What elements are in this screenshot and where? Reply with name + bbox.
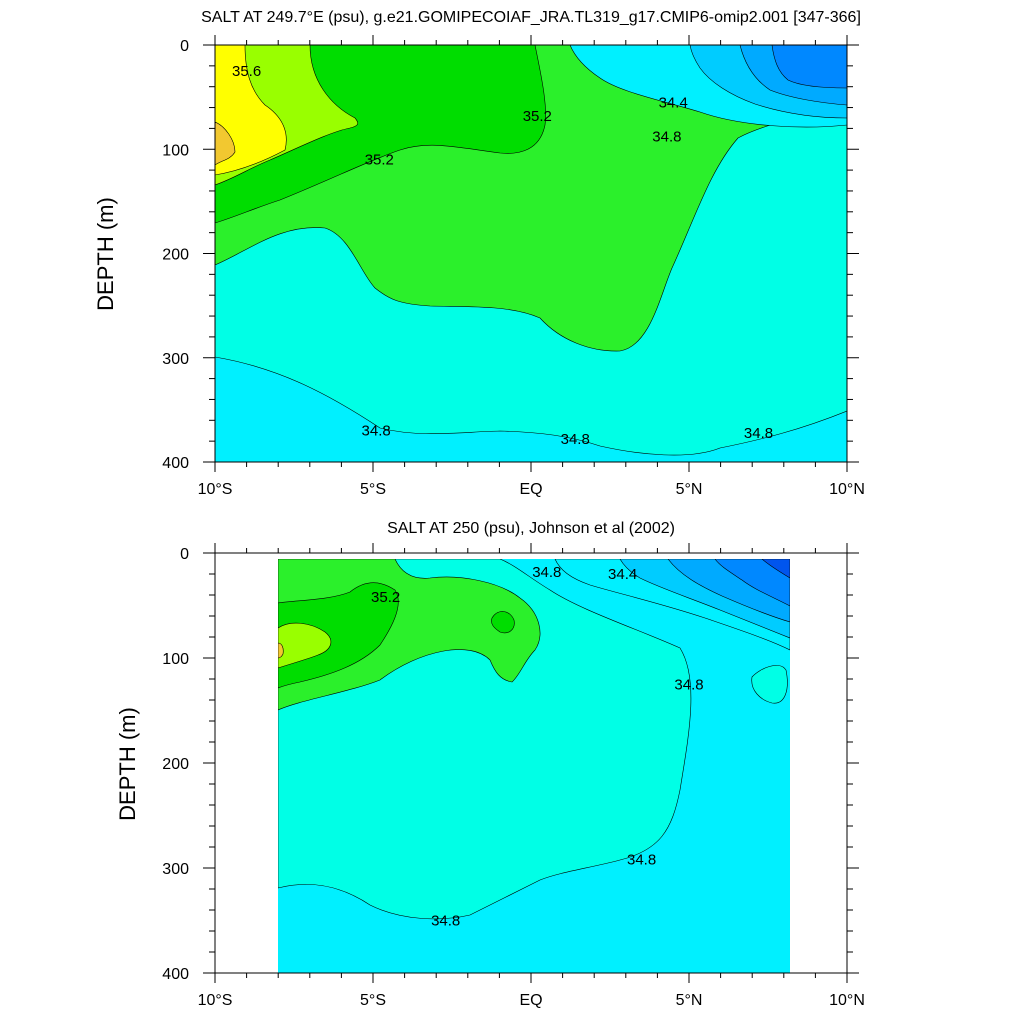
bottom-contour-labels: 35.2 34.8 34.4 34.8 34.8 34.8 [371, 564, 704, 930]
bottom-x-tick-label: 5°N [676, 992, 703, 1009]
top-contour-label: 34.8 [652, 129, 681, 146]
bottom-axes: 10°S 5°S EQ 5°N 10°N 0 100 200 300 400 [162, 543, 865, 1009]
bottom-title: SALT AT 250 (psu), Johnson et al (2002) [387, 520, 675, 537]
top-x-tick-label: 10°S [198, 481, 233, 498]
bottom-x-tick-label: EQ [519, 992, 542, 1009]
bottom-y-tick-label: 0 [180, 546, 189, 563]
top-x-tick-label: EQ [519, 481, 542, 498]
bottom-fill-34.8-island [751, 665, 788, 704]
top-x-tick-label: 5°S [360, 481, 386, 498]
bottom-fill-35.6 [278, 642, 284, 659]
top-contour-label: 34.8 [744, 425, 773, 442]
bottom-x-tick-label: 10°S [198, 992, 233, 1009]
top-axes: 10°S 5°S EQ 5°N 10°N 0 100 200 300 400 [162, 35, 865, 498]
top-y-tick-label: 400 [162, 455, 189, 472]
top-contour-label: 35.6 [232, 63, 261, 80]
top-fill-34.6-deep [215, 356, 847, 462]
top-panel: SALT AT 249.7°E (psu), g.e21.GOMIPECOIAF… [93, 9, 865, 498]
bottom-x-tick-label: 10°N [829, 992, 865, 1009]
bottom-fill-35.4 [278, 622, 332, 669]
bottom-contour-label: 34.8 [674, 676, 703, 693]
bottom-y-tick-label: 400 [162, 966, 189, 983]
bottom-contour-fill [278, 559, 790, 973]
top-y-tick-label: 300 [162, 351, 189, 368]
bottom-fill-35.2-spot [491, 611, 515, 634]
bottom-fill-33.8 [761, 559, 790, 579]
top-contour-label: 34.4 [659, 94, 688, 111]
top-y-tick-label: 0 [180, 38, 189, 55]
top-contour-labels: 35.6 35.2 34.4 34.8 35.2 34.8 34.8 34.8 [232, 63, 773, 448]
bottom-contour-label: 35.2 [371, 589, 400, 606]
top-contour-label: 34.8 [362, 423, 391, 440]
top-title: SALT AT 249.7°E (psu), g.e21.GOMIPECOIAF… [201, 9, 861, 26]
top-ylabel: DEPTH (m) [93, 197, 118, 311]
top-contour-label: 35.2 [365, 152, 394, 169]
top-y-tick-label: 200 [162, 247, 189, 264]
bottom-panel: SALT AT 250 (psu), Johnson et al (2002) … [115, 520, 865, 1009]
bottom-y-tick-label: 100 [162, 651, 189, 668]
top-fill-34.0 [771, 45, 847, 89]
top-contour-fill [215, 45, 847, 462]
bottom-x-tick-label: 5°S [360, 992, 386, 1009]
bottom-fill-35.2 [278, 582, 399, 689]
top-x-tick-label: 5°N [676, 481, 703, 498]
top-fill-35.8 [215, 121, 236, 166]
top-x-tick-label: 10°N [829, 481, 865, 498]
bottom-fill-34.0 [714, 559, 790, 607]
bottom-y-tick-label: 300 [162, 861, 189, 878]
bottom-contour-label: 34.8 [431, 913, 460, 930]
bottom-contour-label: 34.4 [608, 566, 637, 583]
top-y-tick-label: 100 [162, 142, 189, 159]
top-contour-label: 34.8 [561, 431, 590, 448]
bottom-contour-label: 34.8 [627, 852, 656, 869]
bottom-y-tick-label: 200 [162, 756, 189, 773]
bottom-ylabel: DEPTH (m) [115, 707, 140, 821]
bottom-contour-label: 34.8 [532, 564, 561, 581]
top-contour-label: 35.2 [523, 108, 552, 125]
